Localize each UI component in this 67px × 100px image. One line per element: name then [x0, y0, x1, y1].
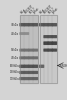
FancyBboxPatch shape [53, 24, 56, 26]
FancyBboxPatch shape [25, 78, 29, 80]
Text: HeLa: HeLa [39, 7, 46, 15]
Text: 100kDa: 100kDa [10, 64, 19, 68]
Bar [20, 16, 38, 83]
Text: HEK293T: HEK293T [43, 4, 54, 15]
Bar [40, 16, 57, 83]
Text: MCF-7: MCF-7 [47, 6, 56, 15]
Text: TNNI3K: TNNI3K [58, 64, 67, 68]
FancyBboxPatch shape [20, 65, 24, 67]
FancyBboxPatch shape [33, 24, 38, 26]
Text: HeLa: HeLa [19, 7, 26, 15]
Text: HEK293T: HEK293T [24, 4, 35, 15]
FancyBboxPatch shape [25, 49, 29, 51]
FancyBboxPatch shape [25, 72, 29, 73]
FancyBboxPatch shape [25, 24, 29, 26]
FancyBboxPatch shape [20, 33, 24, 34]
FancyBboxPatch shape [25, 33, 29, 34]
FancyBboxPatch shape [48, 36, 52, 38]
FancyBboxPatch shape [33, 65, 38, 67]
Text: 170kDa: 170kDa [10, 77, 19, 81]
FancyBboxPatch shape [29, 78, 33, 80]
FancyBboxPatch shape [25, 57, 29, 59]
FancyBboxPatch shape [53, 49, 56, 51]
Text: MCF-7: MCF-7 [28, 6, 36, 15]
Bar [20, 16, 38, 83]
FancyBboxPatch shape [48, 24, 52, 26]
Text: 70kDa: 70kDa [11, 56, 19, 60]
Text: 35kDa: 35kDa [11, 23, 19, 27]
FancyBboxPatch shape [29, 24, 33, 26]
FancyBboxPatch shape [29, 57, 33, 59]
FancyBboxPatch shape [20, 78, 24, 80]
FancyBboxPatch shape [53, 36, 56, 38]
FancyBboxPatch shape [48, 49, 52, 51]
Text: Jurkat: Jurkat [52, 7, 60, 15]
FancyBboxPatch shape [44, 24, 48, 26]
FancyBboxPatch shape [40, 65, 44, 67]
FancyBboxPatch shape [20, 72, 24, 73]
FancyBboxPatch shape [44, 36, 48, 38]
Text: Jurkat: Jurkat [33, 7, 41, 15]
FancyBboxPatch shape [20, 49, 24, 51]
FancyBboxPatch shape [44, 49, 48, 51]
FancyBboxPatch shape [48, 42, 52, 44]
FancyBboxPatch shape [44, 42, 48, 44]
Text: 55kDa: 55kDa [11, 48, 19, 52]
Text: 40kDa: 40kDa [11, 32, 19, 36]
FancyBboxPatch shape [25, 65, 29, 67]
FancyBboxPatch shape [29, 65, 33, 67]
FancyBboxPatch shape [33, 57, 38, 59]
FancyBboxPatch shape [29, 72, 33, 73]
FancyBboxPatch shape [53, 42, 56, 44]
FancyBboxPatch shape [33, 72, 38, 73]
FancyBboxPatch shape [33, 49, 38, 51]
FancyBboxPatch shape [29, 49, 33, 51]
FancyBboxPatch shape [33, 78, 38, 80]
FancyBboxPatch shape [40, 24, 44, 26]
Text: 130kDa: 130kDa [10, 70, 19, 74]
FancyBboxPatch shape [20, 24, 24, 26]
FancyBboxPatch shape [20, 57, 24, 59]
Bar [40, 16, 57, 83]
